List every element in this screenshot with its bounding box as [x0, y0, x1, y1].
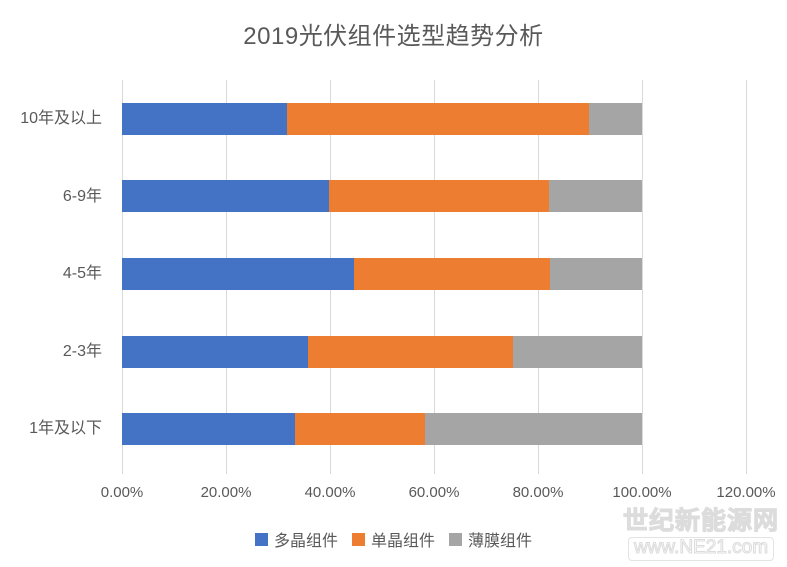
- legend-color-swatch-icon: [449, 532, 462, 546]
- legend-color-swatch-icon: [254, 532, 268, 546]
- category-label: 2-3年: [62, 342, 102, 360]
- category-label: 6-9年: [62, 187, 102, 205]
- category-label: 10年及以上: [20, 110, 102, 127]
- watermark: 世纪新能源网 www.NE21.com: [622, 506, 779, 561]
- bar-row: [122, 413, 746, 446]
- legend: 多晶组件 单晶组件 薄膜组件: [0, 527, 787, 551]
- legend-item: 单晶组件: [351, 527, 435, 551]
- bar-segment: [424, 413, 642, 446]
- category-label: 1年及以下: [29, 420, 102, 438]
- x-tick-label: 120.00%: [716, 484, 776, 501]
- bar-segment: [295, 413, 425, 446]
- legend-item: 薄膜组件: [449, 527, 532, 551]
- bar-row: [122, 102, 746, 135]
- x-tick-label: 80.00%: [512, 484, 564, 501]
- bar-segment: [307, 335, 513, 368]
- x-tick-label: 40.00%: [304, 484, 356, 501]
- x-tick-label: 20.00%: [200, 484, 252, 501]
- legend-label: 薄膜组件: [468, 533, 533, 550]
- bar-segment: [549, 180, 642, 213]
- plot-area: 0.00% 20.00% 40.00% 60.00% 80.00% 100.00% 120.…: [101, 80, 776, 501]
- bar-segment: [354, 258, 550, 290]
- bar-row: [122, 180, 746, 213]
- bar-segment: [328, 180, 550, 213]
- bar-row: [122, 335, 746, 368]
- watermark-site-name: 世纪新能源网: [622, 506, 779, 535]
- y-axis-labels: 10年及以上 6-9年 4-5年 2-3年 1年及以下: [0, 80, 112, 468]
- legend-label: 多晶组件: [273, 533, 338, 550]
- bar-row: [122, 258, 746, 290]
- category-label: 4-5年: [62, 265, 102, 283]
- legend-label: 单晶组件: [370, 533, 435, 550]
- watermark-url: www.NE21.com: [627, 537, 775, 561]
- gridline: [745, 80, 747, 474]
- x-tick-label: 100.00%: [612, 484, 672, 501]
- bar-segment: [512, 335, 642, 368]
- bar-segment: [122, 180, 329, 213]
- bar-segment: [122, 258, 355, 290]
- bar-segment: [549, 258, 642, 290]
- x-tick-label: 0.00%: [100, 484, 144, 501]
- bar-segment: [286, 102, 590, 135]
- bar-segment: [122, 335, 308, 368]
- bar-segment: [122, 413, 296, 446]
- legend-item: 多晶组件: [254, 527, 338, 551]
- bar-segment: [122, 102, 287, 135]
- gridline: [641, 80, 643, 474]
- bar-segment: [589, 102, 642, 135]
- chart-title: 2019光伏组件选型趋势分析: [243, 23, 544, 50]
- x-tick-label: 60.00%: [408, 484, 460, 501]
- legend-color-swatch-icon: [351, 532, 365, 546]
